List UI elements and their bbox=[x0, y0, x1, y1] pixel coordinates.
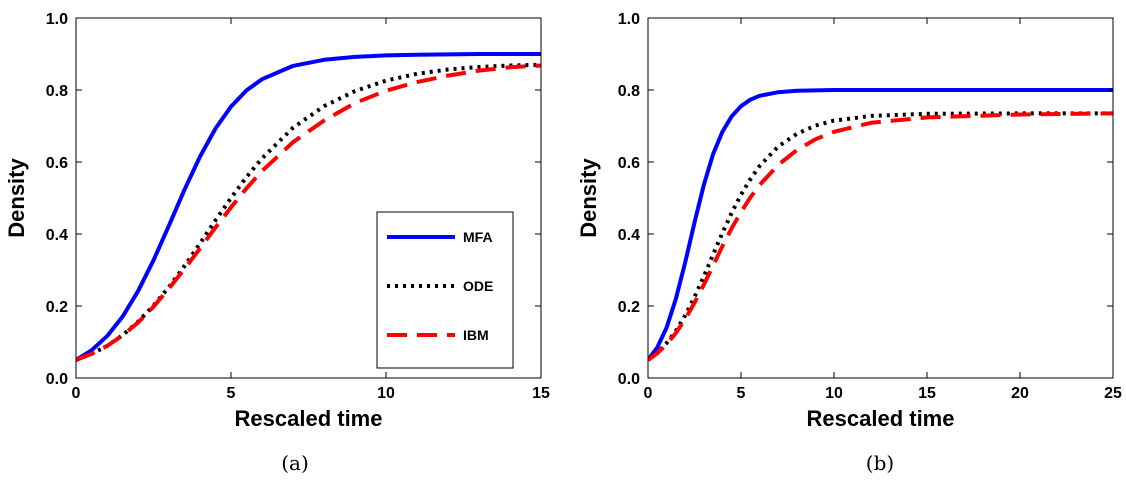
x-tick-label: 10 bbox=[377, 385, 395, 402]
x-axis-label: Rescaled time bbox=[807, 406, 955, 431]
y-tick-label: 0.2 bbox=[46, 299, 68, 316]
y-tick-label: 0.6 bbox=[46, 155, 68, 172]
x-tick-label: 5 bbox=[227, 385, 236, 402]
series-line-ibm bbox=[76, 63, 541, 362]
y-tick-label: 0.0 bbox=[46, 371, 68, 388]
chart-panel-b: 0 5 10 15 20 25 0.0 0.2 0.4 0.6 0.8 1.0 Rescaled tim… bbox=[576, 11, 1122, 431]
series-line-mfa bbox=[76, 52, 541, 362]
y-tick-label: 0.8 bbox=[618, 83, 640, 100]
x-tick-label: 0 bbox=[72, 385, 81, 402]
y-axis-label: Density bbox=[576, 158, 601, 238]
y-tick-label: 0.0 bbox=[618, 371, 640, 388]
chart-panel-a: 0 5 10 15 0.0 0.2 0.4 0.6 0.8 1.0 Rescaled time Den… bbox=[4, 11, 550, 431]
plot-frame bbox=[647, 17, 1114, 379]
caption-a: (a) bbox=[281, 451, 309, 475]
x-tick-label: 20 bbox=[1011, 385, 1029, 402]
series-line-mfa bbox=[648, 88, 1113, 362]
legend-label-ibm: IBM bbox=[463, 327, 489, 343]
y-tick-label: 0.4 bbox=[618, 227, 640, 244]
caption-b: (b) bbox=[866, 451, 894, 475]
series-line-ibm bbox=[648, 111, 1113, 362]
legend: MFA ODE IBM bbox=[376, 211, 514, 369]
x-tick-label: 15 bbox=[532, 385, 550, 402]
y-tick-label: 0.8 bbox=[46, 83, 68, 100]
x-tick-label: 25 bbox=[1104, 385, 1122, 402]
x-tick-label: 10 bbox=[825, 385, 843, 402]
legend-label-mfa: MFA bbox=[463, 229, 493, 245]
y-tick-label: 1.0 bbox=[618, 11, 640, 28]
y-tick-label: 0.2 bbox=[618, 299, 640, 316]
x-axis-label: Rescaled time bbox=[235, 406, 383, 431]
x-tick-label: 15 bbox=[918, 385, 936, 402]
y-tick-label: 1.0 bbox=[46, 11, 68, 28]
y-tick-label: 0.4 bbox=[46, 227, 68, 244]
series-line-ode bbox=[648, 111, 1113, 362]
y-tick-label: 0.6 bbox=[618, 155, 640, 172]
plot-frame bbox=[75, 17, 542, 379]
x-tick-label: 0 bbox=[644, 385, 653, 402]
series-line-ode bbox=[76, 62, 541, 362]
x-tick-label: 5 bbox=[737, 385, 746, 402]
y-axis-label: Density bbox=[4, 158, 29, 238]
legend-label-ode: ODE bbox=[463, 278, 493, 294]
